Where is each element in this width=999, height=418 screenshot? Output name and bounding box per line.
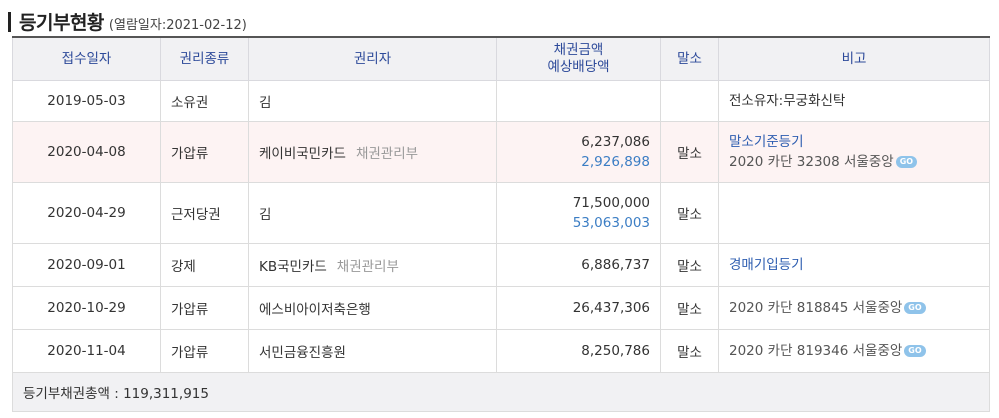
table-header-row: 접수일자 권리종류 권리자 채권금액 예상배당액 말소 비고	[12, 36, 990, 81]
col-header-type: 권리종류	[160, 36, 249, 81]
cell-amount: 8,250,786	[496, 329, 661, 373]
view-date: (열람일자:2021-02-12)	[108, 18, 247, 33]
go-button[interactable]: GO	[895, 156, 918, 168]
holder-name: KB국민카드	[259, 259, 327, 275]
cell-type: 가압류	[160, 121, 249, 183]
claim-amount: 26,437,306	[572, 300, 650, 316]
col-header-amount: 채권금액 예상배당액	[496, 36, 661, 81]
col-header-note: 비고	[718, 36, 990, 81]
page-title: 등기부현황	[19, 12, 104, 34]
cell-cancel: 말소	[660, 329, 719, 373]
cell-amount: 71,500,000 53,063,003	[496, 182, 661, 244]
cell-holder: 서민금융진흥원	[248, 329, 497, 373]
holder-name: 서민금융진흥원	[259, 345, 346, 361]
cell-note	[718, 182, 990, 244]
cell-date: 2020-10-29	[12, 286, 161, 330]
col-header-date: 접수일자	[12, 36, 161, 81]
section-heading: 등기부현황 (열람일자:2021-02-12)	[8, 8, 247, 36]
cell-amount: 26,437,306	[496, 286, 661, 330]
cell-note: 전소유자:무궁화신탁	[718, 80, 990, 122]
cell-type: 가압류	[160, 329, 249, 373]
cell-cancel: 말소	[660, 286, 719, 330]
holder-dept: 채권관리부	[336, 259, 399, 275]
holder-dept: 채권관리부	[355, 146, 419, 162]
holder-name: 케이비국민카드	[259, 146, 346, 162]
cell-cancel: 말소	[660, 243, 719, 287]
expected-dividend: 53,063,003	[572, 215, 650, 231]
cell-holder: KB국민카드 채권관리부	[248, 243, 497, 287]
expected-dividend: 2,926,898	[581, 154, 650, 170]
table-row: 2020-10-29 가압류 에스비아이저축은행 26,437,306 말소 2…	[12, 286, 990, 330]
col-header-holder: 권리자	[248, 36, 497, 81]
note-text: 전소유자:무궁화신탁	[729, 93, 846, 109]
table-row: 2020-04-29 근저당권 김 71,500,000 53,063,003 …	[12, 182, 990, 244]
holder-name: 김	[259, 207, 272, 223]
cell-type: 강제	[160, 243, 249, 287]
table-row: 2020-09-01 강제 KB국민카드 채권관리부 6,886,737 말소 경…	[12, 243, 990, 287]
table-row: 2019-05-03 소유권 김 전소유자:무궁화신탁	[12, 80, 990, 122]
cell-note: 2020 카단 819346 서울중앙 GO	[718, 329, 990, 373]
cell-date: 2020-04-08	[12, 121, 161, 183]
cell-cancel	[660, 80, 719, 122]
cell-type: 소유권	[160, 80, 249, 122]
holder-name: 에스비아이저축은행	[259, 302, 371, 318]
cell-date: 2019-05-03	[12, 80, 161, 122]
cell-note: 2020 카단 818845 서울중앙 GO	[718, 286, 990, 330]
cell-date: 2020-11-04	[12, 329, 161, 373]
cell-holder: 김	[248, 80, 497, 122]
cell-cancel: 말소	[660, 121, 719, 183]
note-link[interactable]: 말소기준등기	[729, 134, 804, 150]
cell-amount	[496, 80, 661, 122]
cell-type: 가압류	[160, 286, 249, 330]
table-row: 2020-11-04 가압류 서민금융진흥원 8,250,786 말소 2020…	[12, 329, 990, 373]
claim-amount: 6,886,737	[581, 257, 650, 273]
cell-holder: 김	[248, 182, 497, 244]
case-text: 2020 카단 819346 서울중앙	[729, 343, 903, 359]
note-link[interactable]: 경매기입등기	[729, 257, 804, 273]
heading-bar	[8, 12, 11, 32]
total-row: 등기부채권총액 : 119,311,915	[12, 372, 990, 412]
cell-note: 말소기준등기 2020 카단 32308 서울중앙 GO	[718, 121, 990, 183]
claim-amount: 71,500,000	[572, 195, 650, 211]
cell-holder: 케이비국민카드 채권관리부	[248, 121, 497, 183]
table-row: 2020-04-08 가압류 케이비국민카드 채권관리부 6,237,086 2,…	[12, 121, 990, 183]
cell-date: 2020-09-01	[12, 243, 161, 287]
cell-date: 2020-04-29	[12, 182, 161, 244]
col-header-cancel: 말소	[660, 36, 719, 81]
cell-holder: 에스비아이저축은행	[248, 286, 497, 330]
total-claims: 등기부채권총액 : 119,311,915	[12, 372, 990, 412]
cell-amount: 6,886,737	[496, 243, 661, 287]
cell-type: 근저당권	[160, 182, 249, 244]
cell-note: 경매기입등기	[718, 243, 990, 287]
case-info: 2020 카단 32308 서울중앙 GO	[729, 152, 979, 172]
holder-name: 김	[259, 95, 272, 111]
claim-amount: 6,237,086	[581, 134, 650, 150]
go-button[interactable]: GO	[904, 345, 926, 357]
registry-table: 접수일자 권리종류 권리자 채권금액 예상배당액 말소 비고 2019-05-0…	[12, 36, 990, 412]
claim-amount: 8,250,786	[581, 343, 650, 359]
cell-amount: 6,237,086 2,926,898	[496, 121, 661, 183]
go-button[interactable]: GO	[904, 302, 926, 314]
case-text: 2020 카단 32308 서울중앙	[729, 154, 894, 170]
case-text: 2020 카단 818845 서울중앙	[729, 300, 903, 316]
cell-cancel: 말소	[660, 182, 719, 244]
